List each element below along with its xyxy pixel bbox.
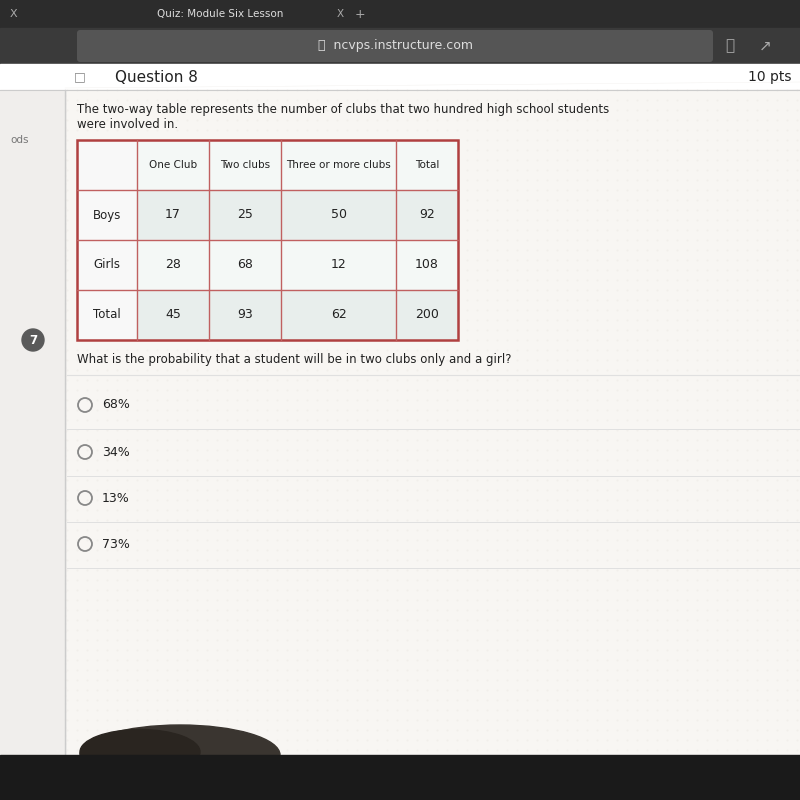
Text: 12: 12 [330, 258, 346, 271]
Bar [209, 240, 281, 290]
Bar [77, 240, 137, 290]
Text: 45: 45 [165, 309, 181, 322]
Bar [281, 190, 396, 240]
Bar [0, 0, 800, 28]
Bar [396, 140, 458, 190]
Text: 50: 50 [330, 209, 346, 222]
Text: Boys: Boys [93, 209, 121, 222]
Bar [0, 28, 800, 64]
Bar [137, 240, 209, 290]
Text: 200: 200 [415, 309, 439, 322]
Text: 34%: 34% [102, 446, 130, 458]
Ellipse shape [80, 730, 200, 774]
Bar [281, 140, 396, 190]
Text: 🔒  ncvps.instructure.com: 🔒 ncvps.instructure.com [318, 39, 473, 53]
Bar [209, 290, 281, 340]
Text: X: X [337, 9, 343, 19]
Text: What is the probability that a student will be in two clubs only and a girl?: What is the probability that a student w… [77, 354, 511, 366]
Text: Quiz: Module Six Lesson: Quiz: Module Six Lesson [157, 9, 283, 19]
Bar [209, 190, 281, 240]
Bar [281, 240, 396, 290]
Bar [0, 755, 800, 800]
Bar [396, 290, 458, 340]
Text: X: X [10, 9, 18, 19]
Text: 62: 62 [330, 309, 346, 322]
Text: ods: ods [10, 135, 29, 145]
Ellipse shape [80, 725, 280, 785]
Bar [77, 140, 458, 340]
Bar [77, 140, 137, 190]
Text: Two clubs: Two clubs [220, 160, 270, 170]
Text: Total: Total [93, 309, 121, 322]
Text: The two-way table represents the number of clubs that two hundred high school st: The two-way table represents the number … [77, 103, 610, 117]
Text: One Club: One Club [149, 160, 197, 170]
Text: 10 pts: 10 pts [749, 70, 792, 84]
Bar [65, 90, 800, 800]
Bar [77, 190, 137, 240]
Bar [67, 90, 800, 800]
Text: 73%: 73% [102, 538, 130, 550]
Circle shape [22, 329, 44, 351]
Text: +: + [354, 7, 366, 21]
Text: Total: Total [415, 160, 439, 170]
Bar [137, 140, 209, 190]
Bar [281, 290, 396, 340]
Text: ↗: ↗ [758, 38, 771, 54]
Text: 17: 17 [165, 209, 181, 222]
Text: 🎤: 🎤 [726, 38, 734, 54]
Text: 68: 68 [237, 258, 253, 271]
Text: □: □ [74, 70, 86, 83]
Text: 28: 28 [165, 258, 181, 271]
Bar [137, 190, 209, 240]
Bar [209, 140, 281, 190]
Text: Three or more clubs: Three or more clubs [286, 160, 391, 170]
Bar [396, 240, 458, 290]
Text: 92: 92 [419, 209, 435, 222]
Bar [77, 290, 137, 340]
Text: 68%: 68% [102, 398, 130, 411]
Bar [137, 290, 209, 340]
FancyBboxPatch shape [77, 30, 713, 62]
Text: 108: 108 [415, 258, 439, 271]
Bar [0, 64, 800, 90]
Text: 7: 7 [29, 334, 37, 346]
Text: 25: 25 [237, 209, 253, 222]
Text: 13%: 13% [102, 491, 130, 505]
Bar [396, 190, 458, 240]
Text: Girls: Girls [94, 258, 121, 271]
Text: were involved in.: were involved in. [77, 118, 178, 131]
Text: 93: 93 [237, 309, 253, 322]
Bar [0, 90, 65, 800]
Text: Question 8: Question 8 [115, 70, 198, 85]
